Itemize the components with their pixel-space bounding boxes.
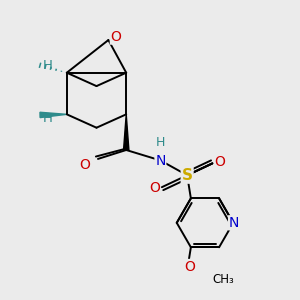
Text: N: N [155, 154, 166, 168]
Text: O: O [185, 260, 196, 274]
Text: H: H [43, 112, 52, 125]
Text: O: O [149, 181, 160, 195]
Text: O: O [214, 155, 225, 170]
Text: H: H [43, 59, 52, 72]
Text: O: O [79, 158, 90, 172]
Text: O: O [110, 30, 121, 44]
Text: CH₃: CH₃ [212, 273, 234, 286]
Polygon shape [124, 114, 129, 150]
Polygon shape [40, 112, 67, 118]
Text: S: S [182, 168, 193, 183]
Text: H: H [156, 136, 165, 149]
Text: N: N [229, 216, 239, 230]
